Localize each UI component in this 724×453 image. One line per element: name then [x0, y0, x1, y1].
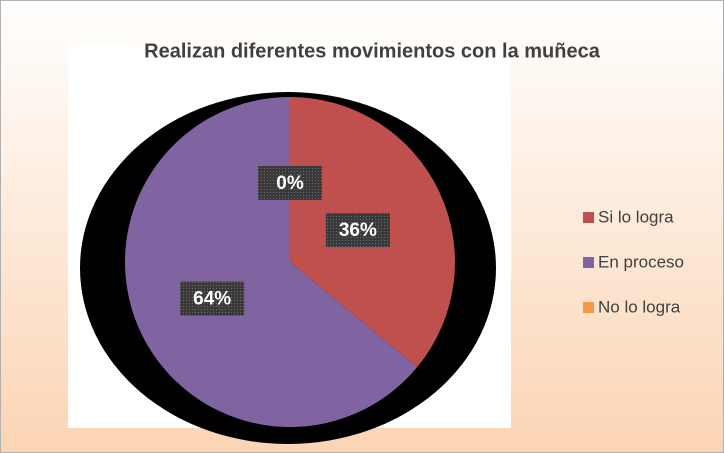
legend-swatch — [583, 302, 594, 313]
data-label: 64% — [193, 289, 231, 310]
legend: Si lo logra En proceso No lo logra — [583, 207, 684, 316]
legend-swatch — [583, 212, 594, 223]
data-label: 0% — [276, 173, 304, 194]
legend-label: En proceso — [598, 252, 684, 271]
data-label-box — [258, 166, 322, 200]
pie — [124, 96, 455, 427]
pie-slice — [124, 96, 418, 427]
legend-label: No lo logra — [598, 297, 681, 316]
legend-swatch — [583, 257, 594, 268]
legend-label: Si lo logra — [598, 207, 674, 226]
data-labels: 36% 64% 0% — [180, 166, 390, 316]
data-label-box — [325, 213, 390, 248]
data-label: 36% — [339, 220, 377, 241]
data-label-box — [180, 281, 245, 316]
chart-title: Realizan diferentes movimientos con la m… — [144, 40, 601, 62]
